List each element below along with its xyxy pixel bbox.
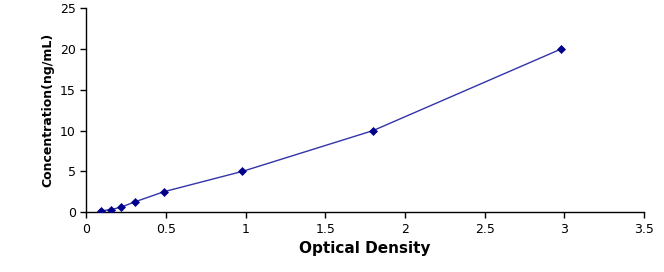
X-axis label: Optical Density: Optical Density bbox=[299, 241, 431, 256]
Y-axis label: Concentration(ng/mL): Concentration(ng/mL) bbox=[41, 33, 54, 187]
